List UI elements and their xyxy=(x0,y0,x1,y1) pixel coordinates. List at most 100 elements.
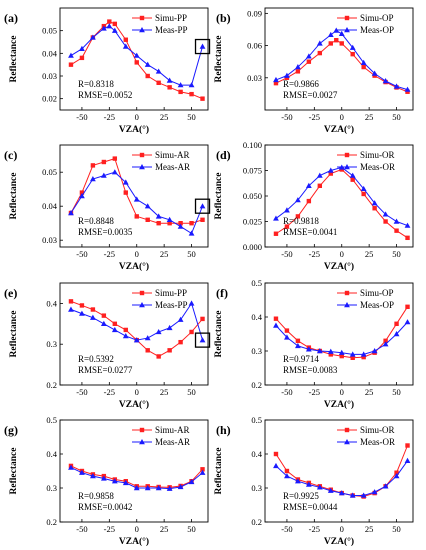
y-tick-label: 0.2 xyxy=(251,380,262,390)
data-point-meas-pp xyxy=(89,34,96,40)
data-point-simu-op xyxy=(273,316,279,321)
legend-entry: Simu-OR xyxy=(360,425,395,435)
data-point-simu-or xyxy=(284,224,290,229)
legend-entry: Meas-OP xyxy=(360,300,394,310)
data-point-simu-pp xyxy=(167,348,172,353)
data-point-meas-or xyxy=(371,489,378,495)
chart-panel-c: (c) Reflectance VZA(°) -50 -25 0 25 50 0.03 0.04 0… xyxy=(4,144,211,272)
data-point-meas-op xyxy=(305,53,312,59)
data-point-simu-op xyxy=(394,321,399,326)
x-axis-label: VZA(°) xyxy=(119,399,149,410)
x-tick-label: 0 xyxy=(135,524,139,534)
rmse-value-text: RMSE=0.0277 xyxy=(78,365,133,375)
data-point-simu-op xyxy=(405,304,410,309)
data-point-meas-op xyxy=(316,40,323,46)
data-point-meas-ar xyxy=(111,478,118,484)
data-point-meas-or xyxy=(284,207,290,213)
chart-panel-h: (h) Reflectance VZA(°) -50 -25 0 25 50 0.2 0.3 0.4… xyxy=(214,415,414,547)
chart-panel-d: (d) Reflectance VZA(°) -50 -25 0 25 50 0.000 0.02… xyxy=(214,140,414,272)
rmse-value-text: RMSE=0.0052 xyxy=(78,90,132,100)
data-point-meas-op xyxy=(404,86,411,92)
r-value-text: R=0.9818 xyxy=(283,216,319,226)
data-point-meas-op xyxy=(349,351,356,357)
legend-marker xyxy=(139,15,145,21)
data-point-meas-ar xyxy=(188,230,195,236)
legend-marker xyxy=(139,152,145,158)
series-line-meas-op xyxy=(275,29,408,91)
data-point-simu-op xyxy=(295,69,301,74)
data-point-meas-op xyxy=(338,349,345,355)
legend-marker xyxy=(344,15,350,21)
data-point-meas-op xyxy=(371,70,378,76)
data-point-meas-or xyxy=(349,492,356,498)
x-tick-label: -50 xyxy=(281,112,292,122)
y-tick-label: 0.4 xyxy=(251,449,262,459)
x-tick-label: 25 xyxy=(160,524,169,534)
data-point-simu-op xyxy=(361,64,366,70)
data-point-meas-or xyxy=(305,481,312,487)
legend-marker xyxy=(344,164,350,170)
data-point-simu-or xyxy=(405,443,410,448)
x-tick-label: -50 xyxy=(76,249,87,259)
x-tick-label: -25 xyxy=(104,249,115,259)
data-point-simu-op xyxy=(339,353,344,359)
x-tick-label: -50 xyxy=(76,524,87,534)
data-point-simu-pp xyxy=(167,85,172,90)
data-point-meas-op xyxy=(371,348,378,354)
data-point-simu-op xyxy=(383,338,388,343)
data-point-meas-op xyxy=(349,44,356,50)
data-point-meas-op xyxy=(360,351,367,357)
data-point-meas-pp xyxy=(199,43,206,49)
data-point-simu-or xyxy=(273,451,279,457)
data-point-simu-pp xyxy=(156,354,161,359)
data-point-simu-op xyxy=(273,80,279,86)
data-point-meas-or xyxy=(273,215,279,221)
legend-entry: Simu-OR xyxy=(360,150,395,160)
plot-frame xyxy=(59,282,209,386)
data-point-simu-op xyxy=(361,354,366,360)
data-point-meas-or xyxy=(404,457,411,463)
data-point-simu-or xyxy=(328,171,333,176)
x-tick-label: -25 xyxy=(104,387,115,397)
data-point-meas-op xyxy=(284,72,290,78)
y-axis-label: Reflectance xyxy=(9,448,19,495)
data-point-meas-ar xyxy=(100,172,107,178)
y-tick-label: 0.050 xyxy=(243,191,262,201)
x-tick-label: 25 xyxy=(160,249,169,259)
data-point-meas-ar xyxy=(122,179,129,185)
data-point-simu-pp xyxy=(200,96,205,101)
y-tick-label: 0.025 xyxy=(243,217,262,227)
x-tick-label: -25 xyxy=(309,524,320,534)
data-point-simu-or xyxy=(372,206,377,211)
data-point-simu-or xyxy=(306,198,312,204)
x-tick-label: 50 xyxy=(187,387,196,397)
panel-label: (g) xyxy=(4,423,18,437)
data-point-meas-pp xyxy=(100,320,107,326)
data-point-simu-op xyxy=(295,338,301,343)
data-point-simu-ar xyxy=(156,221,161,226)
data-point-simu-or xyxy=(295,214,301,219)
x-tick-label: -50 xyxy=(281,524,292,534)
panel-label: (h) xyxy=(216,423,231,437)
panel-label: (e) xyxy=(4,286,17,300)
legend-entry: Simu-OP xyxy=(360,288,394,298)
data-point-meas-ar xyxy=(199,203,206,209)
rmse-value-text: RMSE=0.0041 xyxy=(283,227,337,237)
data-point-simu-ar xyxy=(101,159,107,165)
x-tick-label: 50 xyxy=(187,112,196,122)
x-tick-label: 0 xyxy=(340,524,344,534)
y-tick-label: 0.03 xyxy=(247,73,262,83)
data-point-simu-pp xyxy=(107,19,112,24)
data-point-meas-or xyxy=(371,200,378,206)
x-tick-label: 50 xyxy=(392,387,401,397)
r-value-text: R=0.9925 xyxy=(283,491,319,501)
data-point-simu-pp xyxy=(112,321,118,326)
data-point-simu-op xyxy=(350,355,355,360)
x-axis-label: VZA(°) xyxy=(324,536,354,547)
data-point-simu-op xyxy=(328,352,333,357)
x-tick-label: 50 xyxy=(392,112,401,122)
x-tick-label: 0 xyxy=(340,249,344,259)
x-tick-label: 0 xyxy=(340,112,344,122)
data-point-meas-op xyxy=(338,30,345,36)
